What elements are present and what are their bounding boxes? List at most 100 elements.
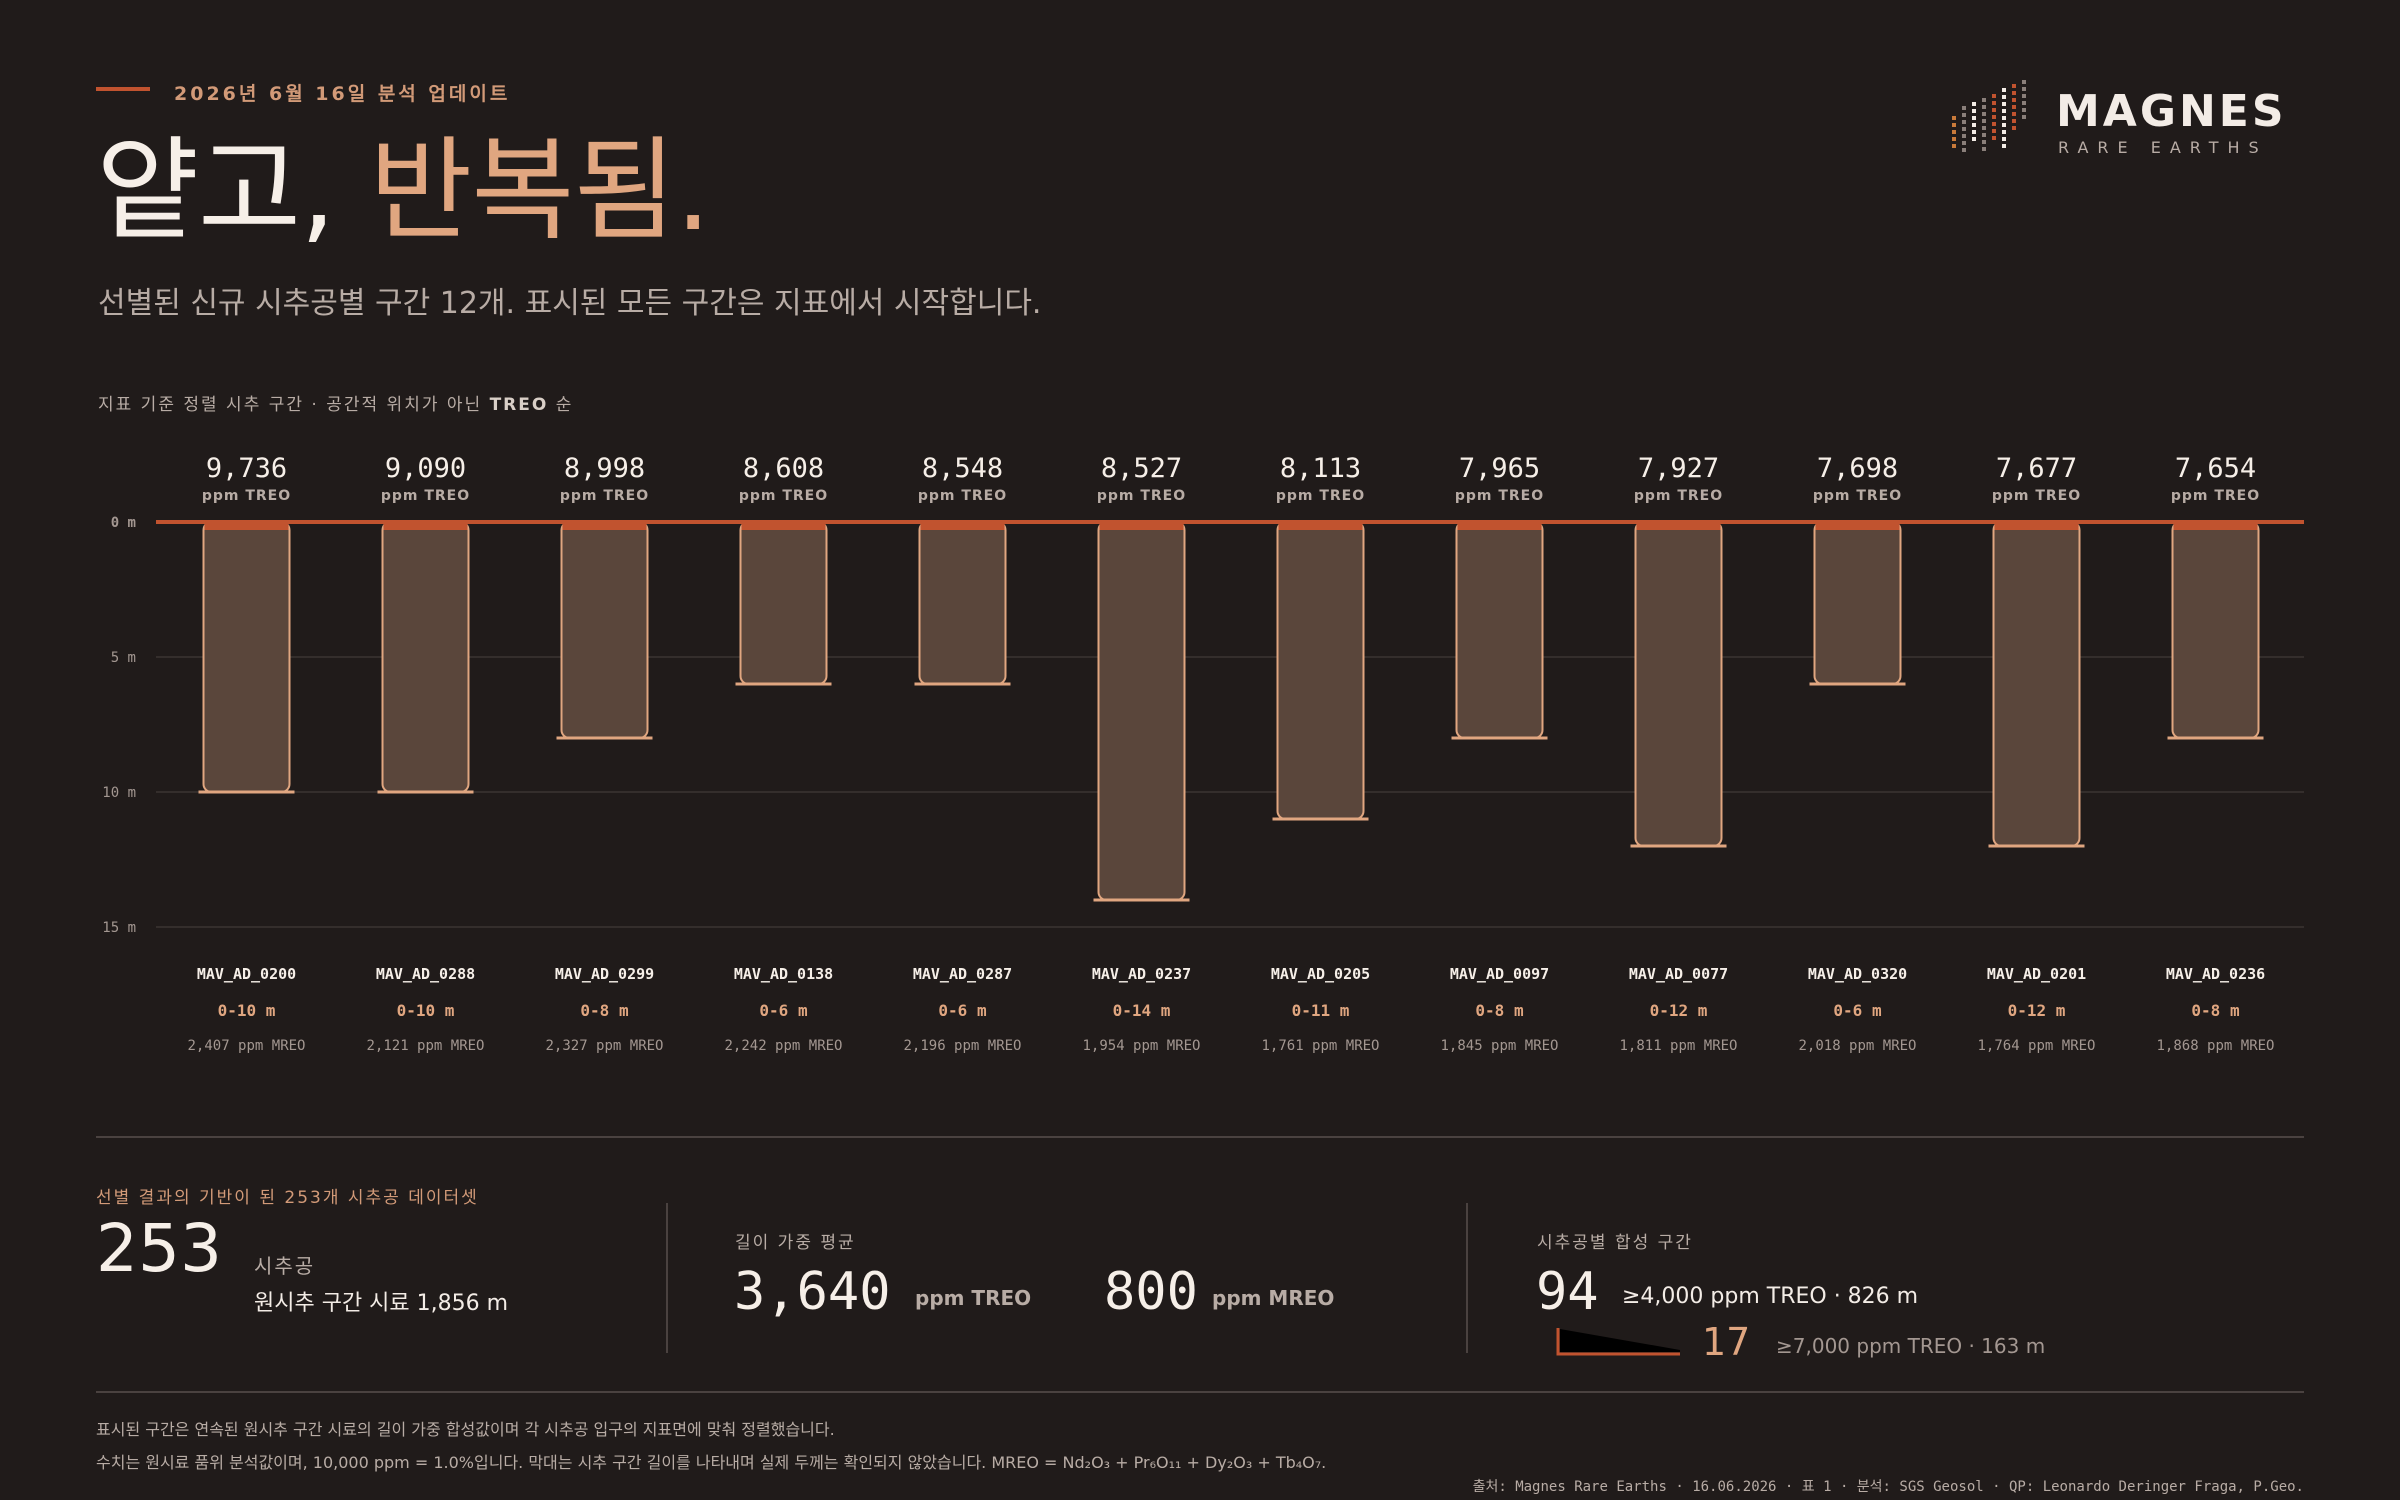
- logo-dot: [1992, 101, 1996, 105]
- mreo-label: 2,242 ppm MREO: [724, 1038, 842, 1054]
- logo-tagline: RARE EARTHS: [2058, 138, 2268, 157]
- hole-count: 253: [96, 1210, 222, 1287]
- bar-surface-cap: [1994, 522, 2079, 530]
- logo-dot: [1972, 109, 1976, 113]
- logo-dot: [2002, 123, 2006, 127]
- treo-value-label: 7,965: [1459, 453, 1540, 484]
- hole-id-label: MAV_AD_0205: [1271, 965, 1370, 983]
- interval-bar: [918, 521, 1007, 685]
- treo-unit-label: ppm TREO: [1992, 488, 2081, 504]
- composite-primary-value: 94: [1536, 1262, 1599, 1322]
- treo-unit-label: ppm TREO: [560, 488, 649, 504]
- composite-wedge-icon: [1556, 1328, 1680, 1356]
- logo-dot: [2012, 126, 2016, 130]
- treo-value-label: 8,998: [564, 453, 645, 484]
- interval-label: 0-6 m: [938, 1001, 987, 1020]
- treo-unit-label: ppm TREO: [739, 488, 828, 504]
- treo-value-label: 7,698: [1817, 453, 1898, 484]
- interval-label: 0-10 m: [397, 1001, 455, 1020]
- title-accent: 반복됨.: [369, 126, 711, 256]
- treo-unit-label: ppm TREO: [1455, 488, 1544, 504]
- logo-wordmark: MAGNES: [2056, 86, 2287, 137]
- y-tick-label: 10 m: [102, 785, 136, 801]
- logo-dot: [2022, 80, 2026, 84]
- chart-caption: 지표 기준 정렬 시추 구간 · 공간적 위치가 아닌 TREO 순: [98, 390, 573, 415]
- interval-bar: [1634, 521, 1723, 847]
- logo-dot: [1962, 113, 1966, 117]
- logo-dot: [2002, 116, 2006, 120]
- logo-dot: [1982, 112, 1986, 116]
- hole-id-label: MAV_AD_0200: [197, 965, 296, 983]
- mreo-label: 2,196 ppm MREO: [903, 1038, 1021, 1054]
- treo-unit-label: ppm TREO: [918, 488, 1007, 504]
- accent-rule: [96, 87, 150, 91]
- composite-primary-text: ≥4,000 ppm TREO · 826 m: [1622, 1284, 1919, 1309]
- logo-dot: [1972, 102, 1976, 106]
- interval-bar: [560, 521, 649, 739]
- hole-id-label: MAV_AD_0077: [1629, 965, 1728, 983]
- y-tick-label: 15 m: [102, 920, 136, 936]
- hole-id-label: MAV_AD_0299: [555, 965, 654, 983]
- treo-unit-label: ppm TREO: [1276, 488, 1365, 504]
- footnote-2: 수치는 원시료 품위 분석값이며, 10,000 ppm = 1.0%입니다. …: [96, 1453, 1327, 1472]
- logo-dot: [1952, 137, 1956, 141]
- interval-label: 0-12 m: [2008, 1001, 2066, 1020]
- y-tick-label: 0 m: [111, 515, 136, 531]
- hole-count-label: 시추공: [254, 1254, 316, 1278]
- mreo-label: 1,845 ppm MREO: [1440, 1038, 1558, 1054]
- interval-bar: [1097, 521, 1186, 901]
- mreo-label: 1,764 ppm MREO: [1977, 1038, 2095, 1054]
- weighted-treo-unit: ppm TREO: [915, 1286, 1032, 1310]
- treo-value-label: 7,927: [1638, 453, 1719, 484]
- hole-id-label: MAV_AD_0138: [734, 965, 833, 983]
- treo-unit-label: ppm TREO: [202, 488, 291, 504]
- treo-value-label: 9,090: [385, 453, 466, 484]
- logo-dot: [1982, 140, 1986, 144]
- y-tick-label: 5 m: [111, 650, 136, 666]
- mreo-label: 1,954 ppm MREO: [1082, 1038, 1200, 1054]
- treo-value-label: 8,527: [1101, 453, 1182, 484]
- interval-label: 0-11 m: [1292, 1001, 1350, 1020]
- chart-caption-bold: TREO: [489, 395, 549, 415]
- logo-dot: [1992, 115, 1996, 119]
- mreo-label: 1,868 ppm MREO: [2156, 1038, 2274, 1054]
- logo-dot: [2002, 137, 2006, 141]
- mreo-label: 2,018 ppm MREO: [1798, 1038, 1916, 1054]
- footer-divider: [96, 1391, 2304, 1393]
- footnote-1: 표시된 구간은 연속된 원시추 구간 시료의 길이 가중 합성값이며 각 시추공…: [96, 1420, 835, 1439]
- bar-surface-cap: [1099, 522, 1184, 530]
- bar-surface-cap: [1457, 522, 1542, 530]
- logo-dot: [1952, 123, 1956, 127]
- treo-unit-label: ppm TREO: [1097, 488, 1186, 504]
- hole-id-label: MAV_AD_0287: [913, 965, 1012, 983]
- treo-value-label: 8,548: [922, 453, 1003, 484]
- composite-label: 시추공별 합성 구간: [1537, 1233, 1693, 1253]
- interval-bar: [1276, 521, 1365, 820]
- interval-label: 0-14 m: [1113, 1001, 1171, 1020]
- title-main: 얕고,: [96, 126, 370, 256]
- logo-dot: [1962, 148, 1966, 152]
- page-title: 얕고, 반복됨.: [96, 126, 711, 256]
- bar-surface-cap: [741, 522, 826, 530]
- interval-bar: [202, 521, 291, 793]
- sample-length: 원시추 구간 시료 1,856 m: [254, 1291, 509, 1316]
- logo-dot: [1982, 133, 1986, 137]
- logo-dot: [1972, 137, 1976, 141]
- logo-dot: [2022, 115, 2026, 119]
- logo-dot: [1982, 126, 1986, 130]
- logo-dot: [2012, 91, 2016, 95]
- logo-dot: [1962, 134, 1966, 138]
- treo-unit-label: ppm TREO: [1634, 488, 1723, 504]
- interval-label: 0-12 m: [1650, 1001, 1708, 1020]
- treo-unit-label: ppm TREO: [381, 488, 470, 504]
- treo-unit-label: ppm TREO: [2171, 488, 2260, 504]
- hole-id-label: MAV_AD_0201: [1987, 965, 2086, 983]
- logo-dot: [1992, 129, 1996, 133]
- composite-secondary-text: ≥7,000 ppm TREO · 163 m: [1776, 1334, 2046, 1358]
- mreo-label: 2,327 ppm MREO: [545, 1038, 663, 1054]
- dataset-caption: 선별 결과의 기반이 된 253개 시추공 데이터셋: [96, 1188, 479, 1208]
- hole-id-label: MAV_AD_0320: [1808, 965, 1907, 983]
- interval-bar: [2171, 521, 2260, 739]
- interval-label: 0-10 m: [218, 1001, 276, 1020]
- hole-id-label: MAV_AD_0236: [2166, 965, 2265, 983]
